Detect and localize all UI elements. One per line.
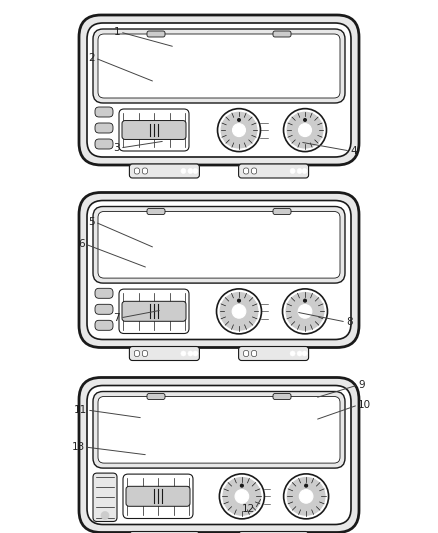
FancyBboxPatch shape [126, 486, 190, 506]
Circle shape [299, 124, 311, 136]
FancyBboxPatch shape [95, 288, 113, 298]
Circle shape [304, 300, 306, 302]
FancyBboxPatch shape [95, 139, 113, 149]
FancyBboxPatch shape [87, 23, 351, 157]
Text: 11: 11 [74, 405, 87, 415]
Circle shape [238, 300, 240, 302]
FancyBboxPatch shape [93, 392, 345, 468]
FancyBboxPatch shape [273, 208, 291, 214]
FancyBboxPatch shape [98, 34, 340, 98]
Circle shape [297, 168, 302, 174]
FancyBboxPatch shape [122, 301, 186, 321]
FancyBboxPatch shape [95, 123, 113, 133]
FancyBboxPatch shape [147, 208, 165, 214]
FancyBboxPatch shape [79, 192, 359, 348]
FancyBboxPatch shape [251, 351, 257, 357]
FancyBboxPatch shape [251, 168, 257, 174]
Text: 9: 9 [358, 380, 364, 390]
Text: 12: 12 [242, 504, 255, 514]
Circle shape [188, 351, 193, 356]
Circle shape [298, 304, 312, 318]
Circle shape [286, 292, 325, 331]
Circle shape [235, 489, 249, 503]
FancyBboxPatch shape [142, 351, 148, 357]
Circle shape [290, 351, 295, 356]
Circle shape [181, 168, 186, 174]
FancyBboxPatch shape [239, 531, 309, 533]
FancyBboxPatch shape [119, 109, 189, 151]
Text: 6: 6 [78, 239, 85, 249]
FancyBboxPatch shape [93, 29, 345, 103]
Circle shape [219, 292, 258, 331]
Circle shape [286, 111, 324, 149]
Text: 10: 10 [358, 400, 371, 410]
Circle shape [286, 477, 325, 516]
Circle shape [297, 351, 302, 356]
FancyBboxPatch shape [79, 377, 359, 532]
Text: 4: 4 [350, 146, 357, 156]
FancyBboxPatch shape [147, 393, 165, 400]
Circle shape [193, 351, 198, 356]
FancyBboxPatch shape [244, 168, 249, 174]
Text: 5: 5 [88, 217, 95, 227]
Circle shape [299, 489, 313, 503]
FancyBboxPatch shape [79, 15, 359, 165]
Circle shape [302, 168, 307, 174]
FancyBboxPatch shape [129, 531, 199, 533]
FancyBboxPatch shape [93, 206, 345, 283]
Circle shape [232, 304, 246, 318]
FancyBboxPatch shape [87, 200, 351, 340]
FancyBboxPatch shape [273, 31, 291, 37]
Text: 8: 8 [346, 317, 353, 327]
Circle shape [305, 484, 307, 487]
Circle shape [304, 119, 306, 121]
Circle shape [101, 512, 109, 520]
Text: 7: 7 [113, 313, 120, 323]
Text: 2: 2 [88, 53, 95, 63]
FancyBboxPatch shape [123, 474, 193, 519]
Text: 3: 3 [113, 143, 120, 153]
FancyBboxPatch shape [119, 289, 189, 334]
Circle shape [290, 168, 295, 174]
Circle shape [238, 119, 240, 121]
Circle shape [220, 111, 258, 149]
Circle shape [233, 124, 245, 136]
FancyBboxPatch shape [142, 168, 148, 174]
FancyBboxPatch shape [98, 212, 340, 278]
FancyBboxPatch shape [273, 393, 291, 400]
FancyBboxPatch shape [95, 320, 113, 330]
FancyBboxPatch shape [239, 164, 309, 178]
Circle shape [181, 351, 186, 356]
FancyBboxPatch shape [93, 473, 117, 521]
FancyBboxPatch shape [244, 351, 249, 357]
FancyBboxPatch shape [87, 385, 351, 524]
FancyBboxPatch shape [134, 168, 139, 174]
FancyBboxPatch shape [239, 346, 309, 360]
FancyBboxPatch shape [129, 346, 199, 360]
Circle shape [240, 484, 243, 487]
FancyBboxPatch shape [147, 31, 165, 37]
Circle shape [193, 168, 198, 174]
FancyBboxPatch shape [129, 164, 199, 178]
Circle shape [223, 477, 261, 516]
FancyBboxPatch shape [98, 397, 340, 463]
Circle shape [188, 168, 193, 174]
FancyBboxPatch shape [134, 351, 139, 357]
Circle shape [302, 351, 307, 356]
Text: 13: 13 [72, 442, 85, 452]
FancyBboxPatch shape [95, 304, 113, 314]
Text: 1: 1 [113, 27, 120, 37]
FancyBboxPatch shape [122, 120, 186, 140]
FancyBboxPatch shape [95, 107, 113, 117]
